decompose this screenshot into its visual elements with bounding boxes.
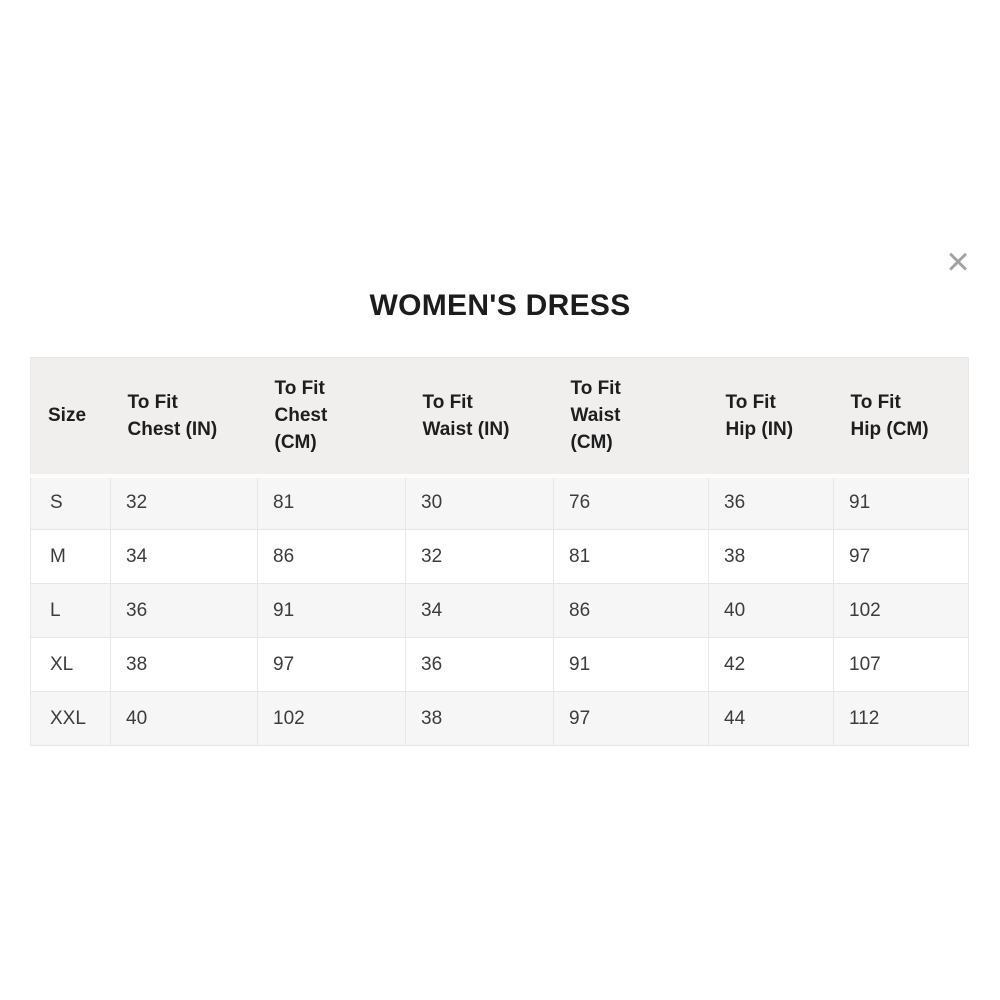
table-body: S 32 81 30 76 36 91 M 34 86 32 81 38 97 … <box>30 475 969 746</box>
cell-size: XL <box>30 637 111 692</box>
cell-size: M <box>30 529 111 584</box>
cell-value: 32 <box>405 529 554 584</box>
cell-value: 91 <box>553 637 709 692</box>
column-header-hip-in: To Fit Hip (IN) <box>708 357 834 478</box>
table-header: Size To Fit Chest (IN) To Fit Chest (CM)… <box>30 357 969 478</box>
cell-value: 38 <box>110 637 258 692</box>
table-row-s: S 32 81 30 76 36 91 <box>30 475 969 530</box>
cell-value: 30 <box>405 475 554 530</box>
cell-value: 102 <box>257 691 406 746</box>
cell-value: 86 <box>553 583 709 638</box>
column-header-chest-in: To Fit Chest (IN) <box>110 357 258 478</box>
cell-value: 34 <box>405 583 554 638</box>
cell-value: 86 <box>257 529 406 584</box>
cell-value: 102 <box>833 583 969 638</box>
cell-value: 38 <box>405 691 554 746</box>
cell-value: 81 <box>553 529 709 584</box>
cell-size: XXL <box>30 691 111 746</box>
cell-value: 81 <box>257 475 406 530</box>
cell-value: 42 <box>708 637 834 692</box>
cell-value: 36 <box>405 637 554 692</box>
column-header-hip-cm: To Fit Hip (CM) <box>833 357 969 478</box>
table-row-l: L 36 91 34 86 40 102 <box>30 583 969 638</box>
size-chart-table: Size To Fit Chest (IN) To Fit Chest (CM)… <box>30 357 969 746</box>
cell-size: L <box>30 583 111 638</box>
column-header-chest-cm: To Fit Chest (CM) <box>257 357 406 478</box>
column-header-size: Size <box>30 357 111 478</box>
table-row-xxl: XXL 40 102 38 97 44 112 <box>30 691 969 746</box>
cell-value: 91 <box>833 475 969 530</box>
cell-value: 91 <box>257 583 406 638</box>
cell-value: 38 <box>708 529 834 584</box>
close-icon[interactable]: × <box>938 242 978 282</box>
cell-value: 40 <box>110 691 258 746</box>
cell-value: 107 <box>833 637 969 692</box>
column-header-waist-in: To Fit Waist (IN) <box>405 357 554 478</box>
column-header-waist-cm: To Fit Waist (CM) <box>553 357 709 478</box>
cell-value: 44 <box>708 691 834 746</box>
header-row: Size To Fit Chest (IN) To Fit Chest (CM)… <box>30 357 969 478</box>
cell-value: 97 <box>833 529 969 584</box>
page-title: WOMEN'S DRESS <box>369 289 631 322</box>
cell-value: 97 <box>553 691 709 746</box>
cell-value: 112 <box>833 691 969 746</box>
cell-value: 97 <box>257 637 406 692</box>
cell-value: 36 <box>110 583 258 638</box>
cell-value: 76 <box>553 475 709 530</box>
cell-value: 36 <box>708 475 834 530</box>
cell-value: 34 <box>110 529 258 584</box>
cell-size: S <box>30 475 111 530</box>
cell-value: 32 <box>110 475 258 530</box>
table-row-xl: XL 38 97 36 91 42 107 <box>30 637 969 692</box>
cell-value: 40 <box>708 583 834 638</box>
table-row-m: M 34 86 32 81 38 97 <box>30 529 969 584</box>
